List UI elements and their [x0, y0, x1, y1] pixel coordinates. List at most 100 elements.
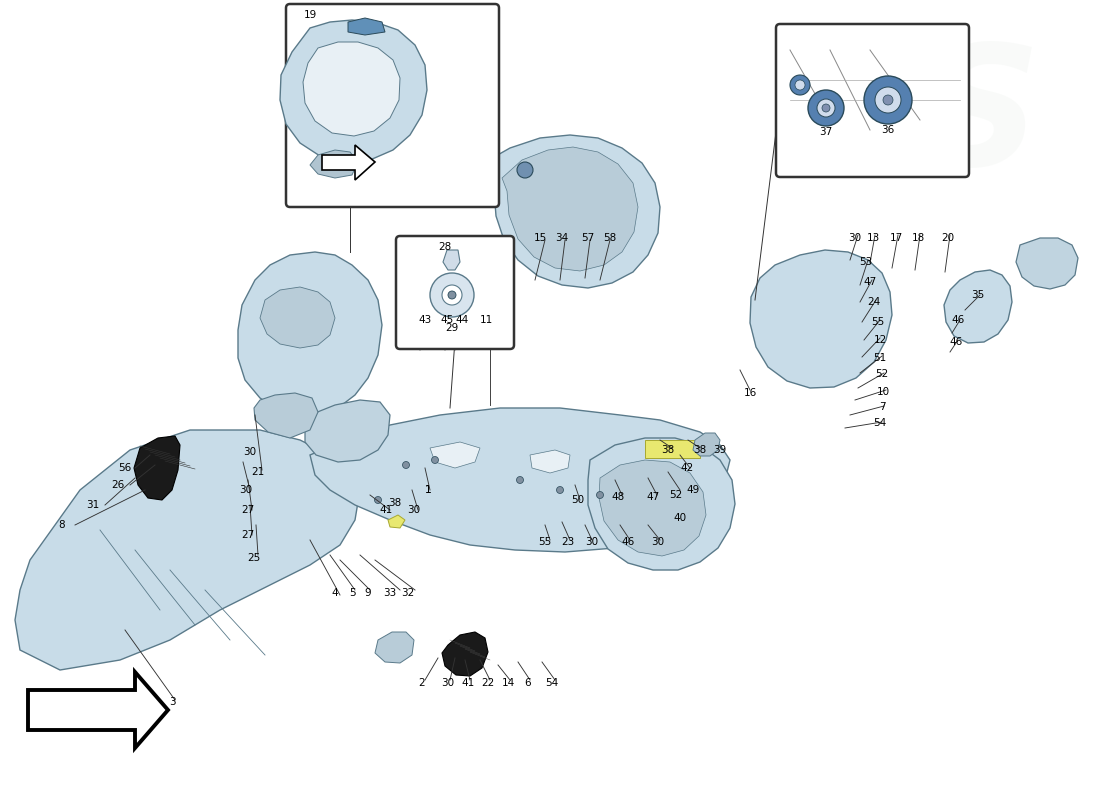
Text: 38: 38: [693, 445, 706, 455]
Text: 2: 2: [419, 678, 426, 688]
Text: 30: 30: [848, 233, 861, 243]
Text: 46: 46: [621, 537, 635, 547]
Text: 57: 57: [582, 233, 595, 243]
Circle shape: [817, 99, 835, 117]
Text: 39: 39: [714, 445, 727, 455]
Circle shape: [374, 497, 382, 503]
Polygon shape: [134, 436, 180, 500]
Circle shape: [442, 285, 462, 305]
Text: 44: 44: [455, 315, 469, 325]
Text: 1: 1: [425, 485, 431, 495]
Text: 32: 32: [402, 588, 415, 598]
Polygon shape: [430, 442, 480, 468]
Text: 43: 43: [418, 315, 431, 325]
Polygon shape: [530, 450, 570, 473]
Text: 36: 36: [881, 125, 894, 135]
Text: 24: 24: [868, 297, 881, 307]
Polygon shape: [645, 440, 700, 458]
Text: 1: 1: [425, 485, 431, 495]
Text: 56: 56: [119, 463, 132, 473]
Text: 18: 18: [912, 233, 925, 243]
Text: 41: 41: [461, 678, 474, 688]
Text: 37: 37: [820, 127, 833, 137]
Circle shape: [596, 491, 604, 498]
Polygon shape: [693, 433, 720, 456]
Text: 34: 34: [556, 233, 569, 243]
Polygon shape: [388, 515, 405, 528]
Text: 51: 51: [873, 353, 887, 363]
Text: 35: 35: [971, 290, 984, 300]
Circle shape: [790, 75, 810, 95]
Text: 33: 33: [384, 588, 397, 598]
Text: a passion for parts since 1985: a passion for parts since 1985: [358, 450, 623, 550]
Polygon shape: [254, 393, 318, 438]
Polygon shape: [238, 252, 382, 415]
Text: 4: 4: [332, 588, 339, 598]
Text: 46: 46: [952, 315, 965, 325]
Text: 30: 30: [243, 447, 256, 457]
Text: 38: 38: [388, 498, 401, 508]
Text: 30: 30: [441, 678, 454, 688]
Text: 12: 12: [873, 335, 887, 345]
Polygon shape: [1016, 238, 1078, 289]
Polygon shape: [310, 150, 358, 178]
Polygon shape: [944, 270, 1012, 343]
Text: 52: 52: [876, 369, 889, 379]
Circle shape: [874, 87, 901, 113]
Circle shape: [431, 457, 439, 463]
Text: 13: 13: [867, 233, 880, 243]
Text: 25: 25: [248, 553, 261, 563]
Text: 23: 23: [561, 537, 574, 547]
Text: 50: 50: [571, 495, 584, 505]
Polygon shape: [480, 135, 660, 288]
Text: 30: 30: [651, 537, 664, 547]
Polygon shape: [443, 250, 460, 270]
FancyBboxPatch shape: [776, 24, 969, 177]
Text: 45: 45: [440, 315, 453, 325]
Polygon shape: [302, 42, 400, 136]
Text: 31: 31: [87, 500, 100, 510]
Polygon shape: [348, 18, 385, 35]
Text: 28: 28: [439, 242, 452, 252]
Text: 30: 30: [585, 537, 598, 547]
Text: 30: 30: [240, 485, 253, 495]
Text: 10: 10: [877, 387, 890, 397]
Text: 19: 19: [304, 10, 317, 20]
Text: 20: 20: [942, 233, 955, 243]
Circle shape: [864, 76, 912, 124]
Polygon shape: [305, 400, 390, 462]
Circle shape: [430, 273, 474, 317]
Text: 9: 9: [365, 588, 372, 598]
Text: 7: 7: [879, 402, 886, 412]
Polygon shape: [15, 430, 360, 670]
Circle shape: [795, 80, 805, 90]
Text: 47: 47: [647, 492, 660, 502]
Text: 58: 58: [604, 233, 617, 243]
Text: 3: 3: [168, 697, 175, 707]
Polygon shape: [600, 460, 706, 556]
Text: 6: 6: [525, 678, 531, 688]
Text: 42: 42: [681, 463, 694, 473]
Text: 29: 29: [446, 323, 459, 333]
Circle shape: [822, 104, 830, 112]
Text: 41: 41: [379, 505, 393, 515]
Circle shape: [517, 477, 524, 483]
FancyBboxPatch shape: [286, 4, 499, 207]
Polygon shape: [28, 672, 168, 748]
Text: 21: 21: [252, 467, 265, 477]
Text: 11: 11: [480, 315, 493, 325]
Text: 5: 5: [349, 588, 355, 598]
Circle shape: [517, 162, 534, 178]
Text: 46: 46: [949, 337, 962, 347]
Polygon shape: [750, 250, 892, 388]
Polygon shape: [260, 287, 336, 348]
Circle shape: [808, 90, 844, 126]
Text: 16: 16: [744, 388, 757, 398]
Text: 48: 48: [612, 492, 625, 502]
Text: 26: 26: [111, 480, 124, 490]
Text: 55: 55: [538, 537, 551, 547]
Text: 54: 54: [873, 418, 887, 428]
Text: 27: 27: [241, 530, 254, 540]
Text: 17: 17: [890, 233, 903, 243]
Text: S: S: [920, 38, 1040, 202]
